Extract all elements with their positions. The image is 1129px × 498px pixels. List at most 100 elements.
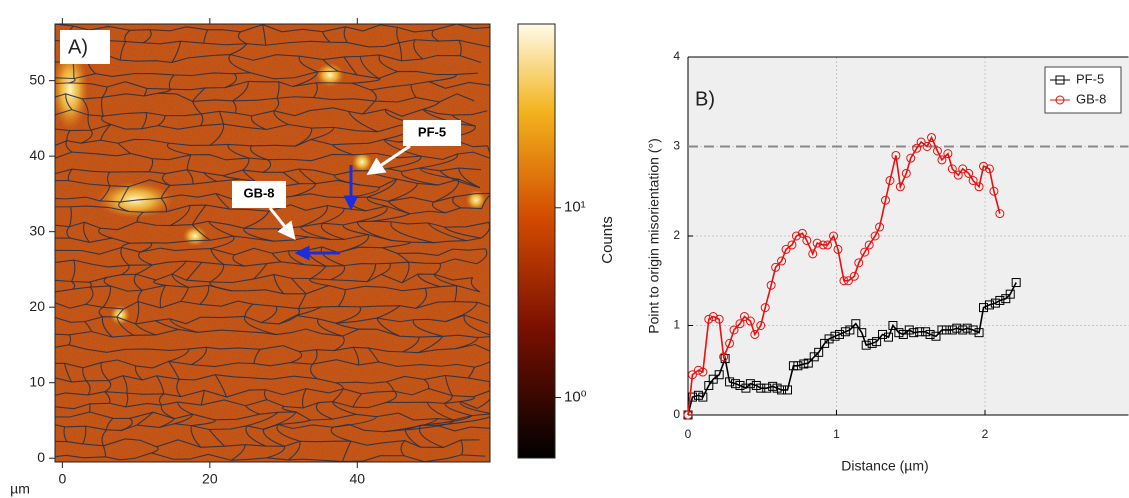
grain-boundary xyxy=(138,251,153,266)
data-point xyxy=(693,365,703,375)
grain-boundary xyxy=(143,88,148,97)
data-point xyxy=(797,228,807,238)
data-point xyxy=(704,314,714,324)
data-point xyxy=(864,240,874,250)
data-point xyxy=(793,361,803,371)
grain-boundary xyxy=(338,234,369,254)
grain-boundary xyxy=(208,429,225,447)
data-point xyxy=(814,347,824,357)
grain-boundary xyxy=(370,89,377,102)
data-point xyxy=(698,367,708,377)
data-point xyxy=(687,370,697,380)
grain-boundary xyxy=(444,403,472,417)
data-point xyxy=(922,142,932,151)
grain-boundary xyxy=(422,101,440,110)
grain-boundary xyxy=(322,59,339,72)
grain-boundary xyxy=(417,273,441,288)
grain-boundary xyxy=(84,321,93,332)
data-point xyxy=(931,331,941,341)
y-tick-label: 2 xyxy=(673,228,680,242)
grain-boundary xyxy=(176,379,182,397)
grain-boundary xyxy=(320,246,345,267)
grain-boundary xyxy=(192,101,202,115)
grain-boundary xyxy=(362,100,376,115)
data-point xyxy=(839,276,849,286)
grain-boundary xyxy=(433,274,457,287)
data-point xyxy=(777,256,787,266)
grain-boundary xyxy=(68,206,72,227)
grain-boundary xyxy=(387,183,419,202)
data-point xyxy=(745,316,755,326)
grain-boundary xyxy=(333,174,360,186)
x-tick-label: 0 xyxy=(685,427,692,441)
data-point xyxy=(952,323,962,333)
grain-boundary xyxy=(352,347,360,366)
grain-boundary xyxy=(378,54,398,73)
grain-boundary xyxy=(387,155,422,170)
data-point xyxy=(851,319,861,329)
grain-boundary xyxy=(281,405,297,413)
data-point xyxy=(808,249,818,259)
grain-boundary xyxy=(55,92,475,103)
grain-boundary xyxy=(50,301,54,316)
data-point xyxy=(777,385,787,395)
grain-boundary xyxy=(160,404,175,420)
grain-boundary xyxy=(63,363,73,383)
label-box xyxy=(60,30,110,64)
grain-boundary xyxy=(168,361,180,380)
grain-boundary xyxy=(293,183,317,197)
grain-boundary xyxy=(260,306,278,324)
x-tick-label: 2 xyxy=(982,427,989,441)
grain-boundary xyxy=(262,159,272,173)
grain-boundary xyxy=(227,144,249,159)
grain-boundary xyxy=(65,140,73,153)
data-point xyxy=(760,303,770,313)
grain-boundary xyxy=(50,160,51,175)
grain-boundary xyxy=(330,265,346,281)
grain-boundary xyxy=(417,335,444,354)
grain-boundary xyxy=(243,227,274,242)
grain-boundary xyxy=(232,100,237,114)
grain-boundary xyxy=(135,301,140,325)
data-point xyxy=(968,325,978,335)
data-point xyxy=(756,321,766,330)
grain-boundary xyxy=(106,417,114,430)
grain-boundary xyxy=(467,367,476,379)
data-point xyxy=(995,295,1005,305)
grain-boundary xyxy=(376,317,400,337)
orientation-map xyxy=(46,24,490,462)
grain-boundary xyxy=(246,411,279,427)
data-point xyxy=(958,164,968,174)
grain-boundary xyxy=(245,405,260,415)
grain-boundary xyxy=(428,74,457,83)
grain-boundary xyxy=(312,82,318,98)
grain-boundary xyxy=(383,139,421,157)
grain-boundary xyxy=(278,419,311,425)
x-tick-label: 40 xyxy=(349,471,365,487)
panel-label: B) xyxy=(695,88,715,110)
data-point xyxy=(1005,289,1015,299)
grain-boundary xyxy=(66,226,71,239)
grain-boundary xyxy=(142,29,152,44)
grain-boundary xyxy=(299,205,328,228)
grain-boundary xyxy=(332,401,357,415)
grain-boundary xyxy=(46,406,50,417)
grain-boundary xyxy=(139,242,152,253)
grain-boundary xyxy=(390,221,435,244)
grain-boundary xyxy=(55,167,482,177)
grain-boundary xyxy=(87,114,92,131)
grain-boundary xyxy=(104,391,111,404)
hot-spot xyxy=(183,226,207,246)
y-tick-label: 0 xyxy=(37,449,45,465)
grain-boundary xyxy=(232,81,249,102)
grain-boundary xyxy=(309,278,329,287)
grain-boundary xyxy=(356,221,392,241)
grain-boundary xyxy=(55,328,490,339)
grain-boundary xyxy=(273,110,289,126)
grain-boundary xyxy=(253,263,268,280)
grain-boundary xyxy=(159,285,166,309)
grain-boundary xyxy=(55,300,490,310)
grain-boundary xyxy=(470,277,480,293)
data-point xyxy=(745,379,755,389)
